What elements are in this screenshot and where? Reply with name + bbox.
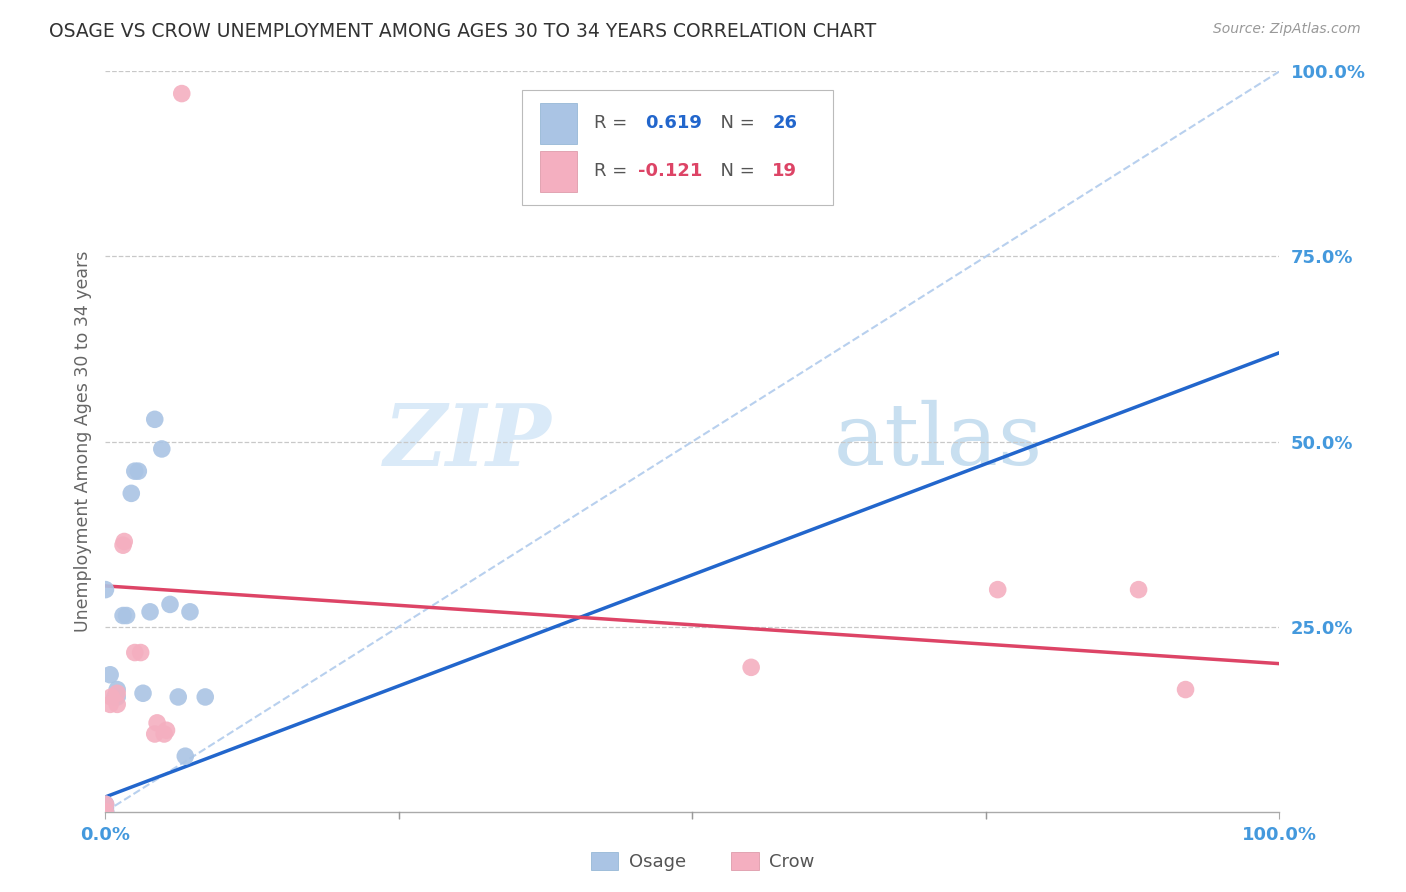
Point bbox=[104, 690, 127, 704]
Point bbox=[143, 727, 166, 741]
Point bbox=[167, 690, 190, 704]
Point bbox=[174, 749, 197, 764]
Text: -0.121: -0.121 bbox=[638, 162, 703, 180]
Point bbox=[105, 698, 128, 712]
Point bbox=[112, 608, 135, 623]
Point bbox=[94, 805, 117, 819]
Text: OSAGE VS CROW UNEMPLOYMENT AMONG AGES 30 TO 34 YEARS CORRELATION CHART: OSAGE VS CROW UNEMPLOYMENT AMONG AGES 30… bbox=[49, 22, 876, 41]
Point bbox=[94, 797, 117, 812]
Point bbox=[127, 464, 149, 478]
Point bbox=[112, 538, 135, 552]
Y-axis label: Unemployment Among Ages 30 to 34 years: Unemployment Among Ages 30 to 34 years bbox=[73, 251, 91, 632]
Point bbox=[1128, 582, 1150, 597]
Legend: Osage, Crow: Osage, Crow bbox=[583, 845, 823, 879]
Point bbox=[94, 801, 117, 815]
Point bbox=[112, 534, 135, 549]
Text: N =: N = bbox=[709, 114, 761, 132]
Point bbox=[146, 715, 169, 730]
Point bbox=[129, 646, 152, 660]
Point bbox=[124, 646, 146, 660]
Point bbox=[105, 686, 128, 700]
Point bbox=[155, 723, 177, 738]
Text: R =: R = bbox=[593, 162, 633, 180]
Text: ZIP: ZIP bbox=[384, 400, 551, 483]
Point bbox=[194, 690, 217, 704]
Text: 0.619: 0.619 bbox=[645, 114, 703, 132]
Text: N =: N = bbox=[709, 162, 761, 180]
Point bbox=[94, 805, 117, 819]
Point bbox=[98, 698, 121, 712]
Point bbox=[159, 598, 181, 612]
Point bbox=[179, 605, 201, 619]
Point bbox=[94, 805, 117, 819]
Point bbox=[139, 605, 162, 619]
Text: Source: ZipAtlas.com: Source: ZipAtlas.com bbox=[1213, 22, 1361, 37]
Point bbox=[170, 87, 193, 101]
FancyBboxPatch shape bbox=[522, 90, 834, 204]
Point bbox=[143, 412, 166, 426]
FancyBboxPatch shape bbox=[540, 103, 578, 144]
Point bbox=[94, 797, 117, 812]
Text: R =: R = bbox=[593, 114, 633, 132]
Point bbox=[94, 798, 117, 813]
Point bbox=[150, 442, 173, 456]
Text: atlas: atlas bbox=[834, 400, 1042, 483]
Point bbox=[987, 582, 1010, 597]
Point bbox=[105, 690, 128, 704]
Point bbox=[100, 690, 122, 704]
Point bbox=[1174, 682, 1197, 697]
Point bbox=[94, 797, 117, 812]
Point bbox=[153, 727, 176, 741]
FancyBboxPatch shape bbox=[540, 151, 578, 192]
Point bbox=[115, 608, 138, 623]
Point bbox=[120, 486, 142, 500]
Point bbox=[105, 682, 128, 697]
Point bbox=[94, 582, 117, 597]
Text: 19: 19 bbox=[772, 162, 797, 180]
Text: 26: 26 bbox=[772, 114, 797, 132]
Point bbox=[98, 667, 121, 681]
Point bbox=[124, 464, 146, 478]
Point bbox=[94, 805, 117, 819]
Point bbox=[740, 660, 762, 674]
Point bbox=[132, 686, 155, 700]
